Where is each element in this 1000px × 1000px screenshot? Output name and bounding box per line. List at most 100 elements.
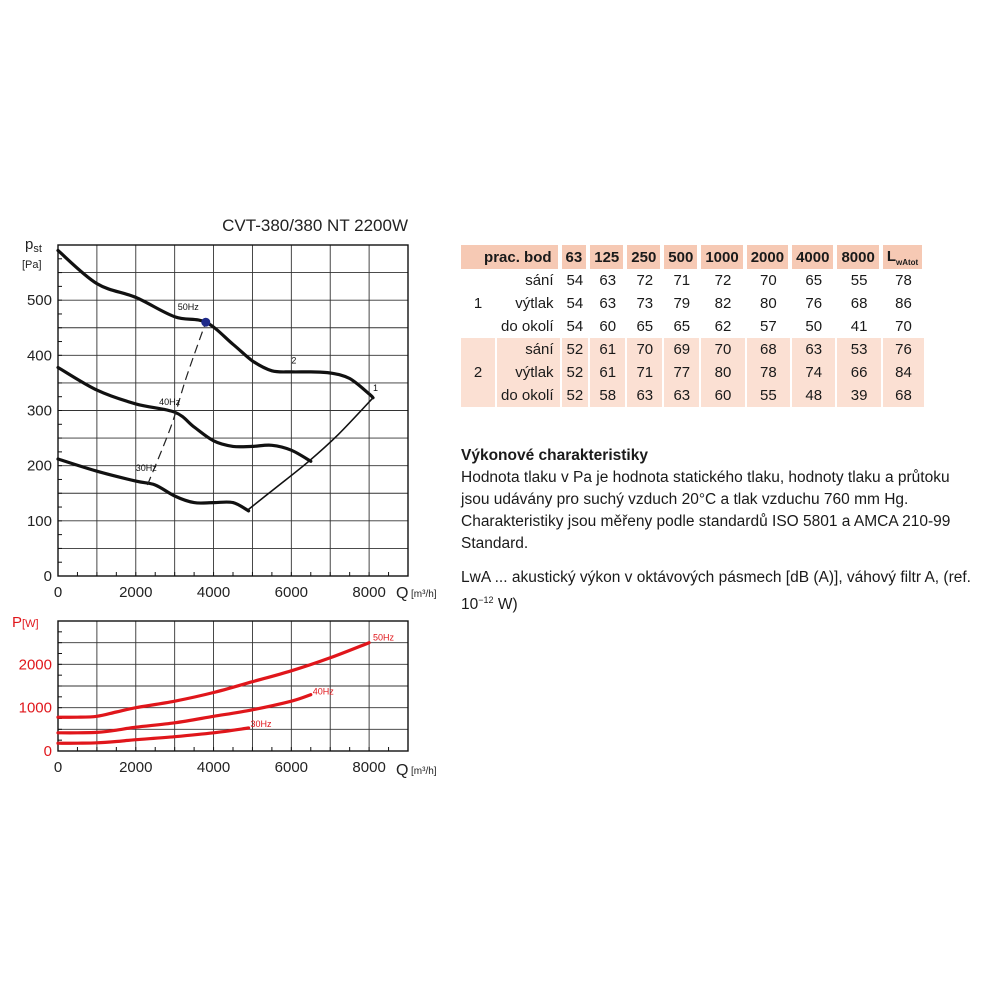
y-tick-label: 100 [27,513,52,530]
row-label: do okolí [501,318,554,335]
table-cell: 63 [599,272,617,289]
table-cell: 55 [850,272,868,289]
pressure-curves [56,248,375,513]
curve-label: 50Hz [178,302,200,312]
table-cell: 57 [760,318,777,335]
table-cell: 39 [837,384,881,407]
x-tick-label: 8000 [352,584,385,601]
operating-point-number: 2 [461,338,495,407]
table-row: do okolí 54 60 65 65 62 57 50 41 70 [461,315,924,338]
table-cell: 70 [701,338,745,361]
table-cell: 52 [561,384,589,407]
y-tick-label: 0 [44,568,52,585]
header-frequency: 63 [561,245,589,269]
y-tick-label: 0 [44,743,52,760]
table-cell: 73 [636,295,654,312]
table-row: do okolí 52 58 63 63 60 55 48 39 68 [461,384,925,407]
table-cell: 69 [664,338,700,361]
table-cell: 65 [805,272,823,289]
noise-table-body: 1 sání 54 63 72 71 72 70 65 55 78 výtlak 54 63 73 79 82 8… [461,269,925,407]
curve-label: 30Hz [136,463,158,473]
description: Výkonové charakteristiky Hodnota tlaku v… [461,445,981,616]
table-cell: 70 [760,272,777,289]
row-label: výtlak [515,295,554,312]
power-x-unit: [m³/h] [411,766,437,777]
power-annotations: 50Hz 40Hz 30Hz [251,633,395,730]
pressure-x-unit: [m³/h] [411,589,437,600]
x-tick-label: 4000 [197,584,230,601]
y-tick-label: 1000 [19,700,52,717]
curve-40Hz [56,693,313,735]
header-frequency: 8000 [837,245,881,269]
header-frequency: 500 [664,245,700,269]
power-curves [56,641,371,745]
table-cell: 48 [792,384,836,407]
curve-label: 1 [373,383,378,393]
table-cell: 78 [746,361,791,384]
table-cell: 76 [805,295,823,312]
pressure-x-axis-label: Q [396,585,408,602]
table-cell: 63 [664,384,700,407]
table-cell: 52 [561,338,589,361]
table-cell: 72 [636,272,654,289]
power-x-axis-label: Q [396,762,408,779]
table-cell: 70 [895,318,912,335]
curve-30Hz [56,457,251,513]
operating-point-number: 1 [473,295,483,312]
y-tick-label: 2000 [19,656,52,673]
pressure-grid [57,244,409,577]
table-cell: 53 [837,338,881,361]
x-tick-label: 4000 [197,759,230,776]
row-label: do okolí [497,384,560,407]
table-cell: 70 [627,338,663,361]
curve-label: 50Hz [373,633,395,643]
table-cell: 54 [566,295,584,312]
table-cell: 61 [590,338,626,361]
table-cell: 76 [882,338,925,361]
header-frequency: 250 [627,245,663,269]
table-cell: 63 [792,338,836,361]
pressure-unit: [Pa] [22,259,42,271]
pressure-tick-labels: 0 2000 4000 6000 8000 0 100 200 300 400 500 [27,292,386,601]
noise-table: prac. bod 63 125 250 500 1000 2000 4000 8000 LwAt… [459,245,926,407]
curve-40Hz [56,365,313,463]
table-cell: 58 [590,384,626,407]
description-body: Hodnota tlaku v Pa je hodnota statického… [461,469,951,552]
row-label: sání [525,272,554,289]
x-tick-label: 6000 [275,759,308,776]
header-frequency: 2000 [746,245,791,269]
lwa-note: LwA ... akustický výkon v oktávových pás… [461,569,971,614]
table-cell: 65 [636,318,654,335]
y-tick-label: 400 [27,347,52,364]
power-tick-labels: 0 2000 4000 6000 8000 0 1000 2000 [19,656,386,776]
table-cell: 68 [882,384,925,407]
table-cell: 54 [566,318,584,335]
curve-label: 30Hz [251,719,273,729]
table-cell: 54 [566,272,584,289]
operating-point-marker [201,317,211,327]
system-curve-dashed [146,321,207,486]
header-frequency: 125 [590,245,626,269]
x-tick-label: 0 [54,759,62,776]
power-axis-label: P[W] [12,614,39,631]
power-chart: P[W] 0 2000 4000 6000 8000 0 1000 2000 50Hz 40Hz… [12,614,437,779]
header-frequency: 4000 [792,245,836,269]
curve-label: 2 [291,356,296,366]
table-cell: 60 [701,384,745,407]
curve-30Hz [56,726,251,745]
table-cell: 74 [792,361,836,384]
table-cell: 60 [599,318,617,335]
curve-label: 40Hz [313,687,335,697]
pressure-annotations: 50Hz 40Hz 30Hz 1 2 [136,302,378,473]
table-cell: 41 [850,318,868,335]
table-cell: 62 [714,318,732,335]
table-cell: 63 [599,295,617,312]
table-cell: 55 [746,384,791,407]
table-cell: 66 [837,361,881,384]
curve-50Hz [56,641,371,719]
y-tick-label: 300 [27,403,52,420]
table-cell: 52 [561,361,589,384]
x-tick-label: 6000 [275,584,308,601]
header-point-label: prac. bod [461,245,560,269]
